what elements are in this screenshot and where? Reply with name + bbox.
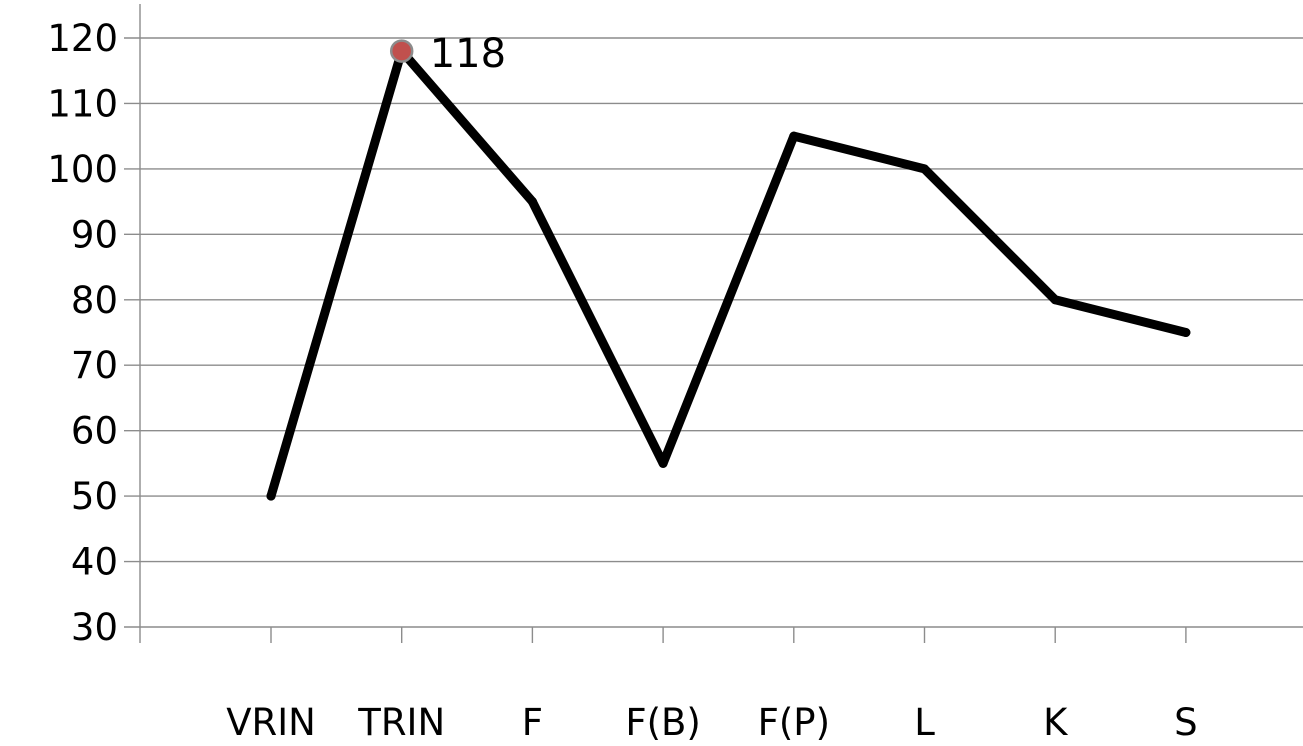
highlight-group: 118 — [389, 31, 506, 77]
data-point-0 — [266, 491, 276, 501]
x-tick-label-5: L — [914, 701, 935, 744]
y-tick-label-90: 90 — [71, 213, 118, 256]
series-line-0 — [266, 46, 1191, 501]
gridlines — [124, 37, 1303, 628]
highlight-data-label: 118 — [430, 31, 506, 77]
y-tick-label-110: 110 — [47, 82, 118, 125]
y-tick-label-30: 30 — [71, 606, 118, 649]
y-tick-label-40: 40 — [71, 541, 118, 584]
x-tick-label-1: TRIN — [357, 701, 445, 744]
x-tick-label-0: VRIN — [226, 701, 316, 744]
x-tick-label-2: F — [522, 701, 543, 744]
y-tick-label-70: 70 — [71, 344, 118, 387]
highlight-marker — [389, 39, 414, 63]
x-axis-ticks: VRIN TRIN F F(B) F(P) L K S — [226, 627, 1198, 744]
y-axis-ticks: 30 40 50 60 70 80 90 100 110 120 — [47, 17, 118, 649]
y-tick-label-100: 100 — [47, 148, 118, 191]
data-point-3 — [658, 458, 668, 468]
series-group — [266, 46, 1191, 501]
x-tick-label-6: K — [1043, 701, 1069, 744]
y-tick-label-120: 120 — [47, 17, 118, 60]
x-tick-label-3: F(B) — [625, 701, 701, 744]
x-tick-label-4: F(P) — [758, 701, 830, 744]
data-point-7 — [1181, 328, 1191, 337]
y-tick-label-50: 50 — [71, 475, 118, 518]
y-tick-label-80: 80 — [71, 279, 118, 322]
x-tick-label-7: S — [1174, 701, 1198, 744]
data-point-6 — [1050, 295, 1060, 305]
data-point-2 — [527, 197, 537, 207]
data-point-5 — [920, 164, 929, 174]
y-tick-label-60: 60 — [71, 410, 118, 453]
data-point-4 — [789, 131, 799, 141]
